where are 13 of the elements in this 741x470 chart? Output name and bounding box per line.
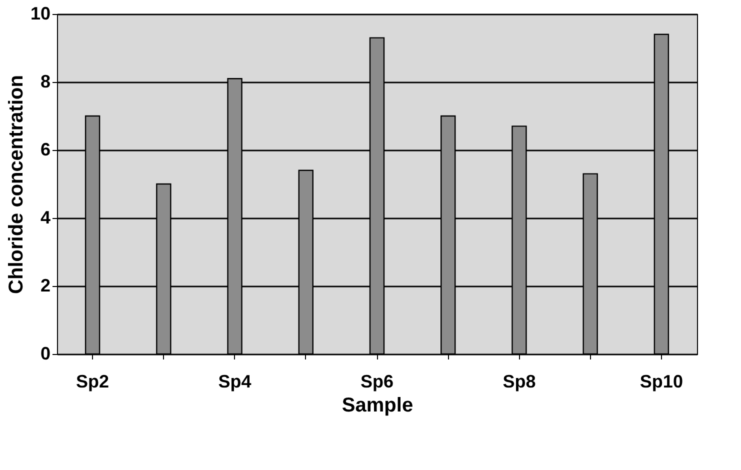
y-tick-label: 0	[40, 344, 50, 364]
y-tick-label: 8	[40, 72, 50, 92]
y-tick-label: 6	[40, 140, 50, 160]
y-tick-label: 2	[40, 276, 50, 296]
x-tick-label: Sp6	[360, 372, 394, 392]
y-tick-label: 10	[30, 4, 50, 24]
y-tick-label: 4	[40, 208, 50, 228]
y-axis-title: Chloride concentration	[5, 75, 28, 294]
x-tick-label: Sp8	[502, 372, 536, 392]
x-tick-label: Sp4	[218, 372, 252, 392]
x-axis-title: Sample	[342, 394, 414, 416]
x-tick-label: Sp2	[76, 372, 110, 392]
x-tick-label: Sp10	[640, 372, 683, 392]
